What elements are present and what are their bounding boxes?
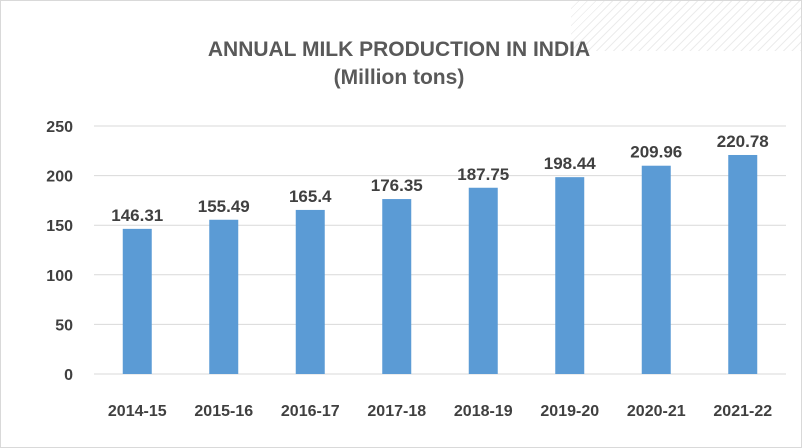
data-label: 165.4 <box>289 187 332 206</box>
data-label: 155.49 <box>198 197 250 216</box>
x-tick-label: 2014-15 <box>108 403 167 420</box>
x-tick-label: 2017-18 <box>367 403 426 420</box>
x-axis-ticks: 2014-15 2015-16 2016-17 2017-18 2018-19 2019-… <box>108 403 772 420</box>
chart-title: ANNUAL MILK PRODUCTION IN INDIA <box>208 38 590 61</box>
data-label: 176.35 <box>371 176 423 195</box>
y-tick-label: 200 <box>46 169 73 186</box>
y-tick-label: 250 <box>46 119 73 136</box>
x-tick-label: 2015-16 <box>194 403 253 420</box>
data-labels: 146.31 155.49 165.4 176.35 187.75 198.44 209.9… <box>111 132 769 225</box>
y-tick-label: 100 <box>46 268 73 285</box>
x-tick-label: 2019-20 <box>540 403 599 420</box>
x-tick-label: 2016-17 <box>281 403 340 420</box>
x-tick-label: 2020-21 <box>627 403 686 420</box>
data-label: 220.78 <box>717 132 769 151</box>
bars <box>122 154 758 374</box>
y-tick-label: 50 <box>55 317 73 334</box>
data-label: 198.44 <box>544 154 597 173</box>
data-label: 146.31 <box>111 206 163 225</box>
x-tick-label: 2018-19 <box>454 403 513 420</box>
data-label: 187.75 <box>457 165 509 184</box>
y-tick-label: 0 <box>64 367 73 384</box>
bar <box>295 209 325 374</box>
decorative-stripes <box>571 1 801 51</box>
bar <box>209 219 239 374</box>
bar <box>555 177 585 374</box>
y-axis-ticks: 0 50 100 150 200 250 <box>46 119 73 384</box>
bar <box>728 154 758 374</box>
data-label: 209.96 <box>630 143 682 162</box>
bar <box>382 199 412 374</box>
gridlines <box>94 125 786 375</box>
y-tick-label: 150 <box>46 218 73 235</box>
bar <box>122 228 152 374</box>
bar <box>641 165 671 374</box>
x-tick-label: 2021-22 <box>713 403 772 420</box>
bar <box>468 187 498 374</box>
chart-subtitle: (Million tons) <box>334 66 465 89</box>
